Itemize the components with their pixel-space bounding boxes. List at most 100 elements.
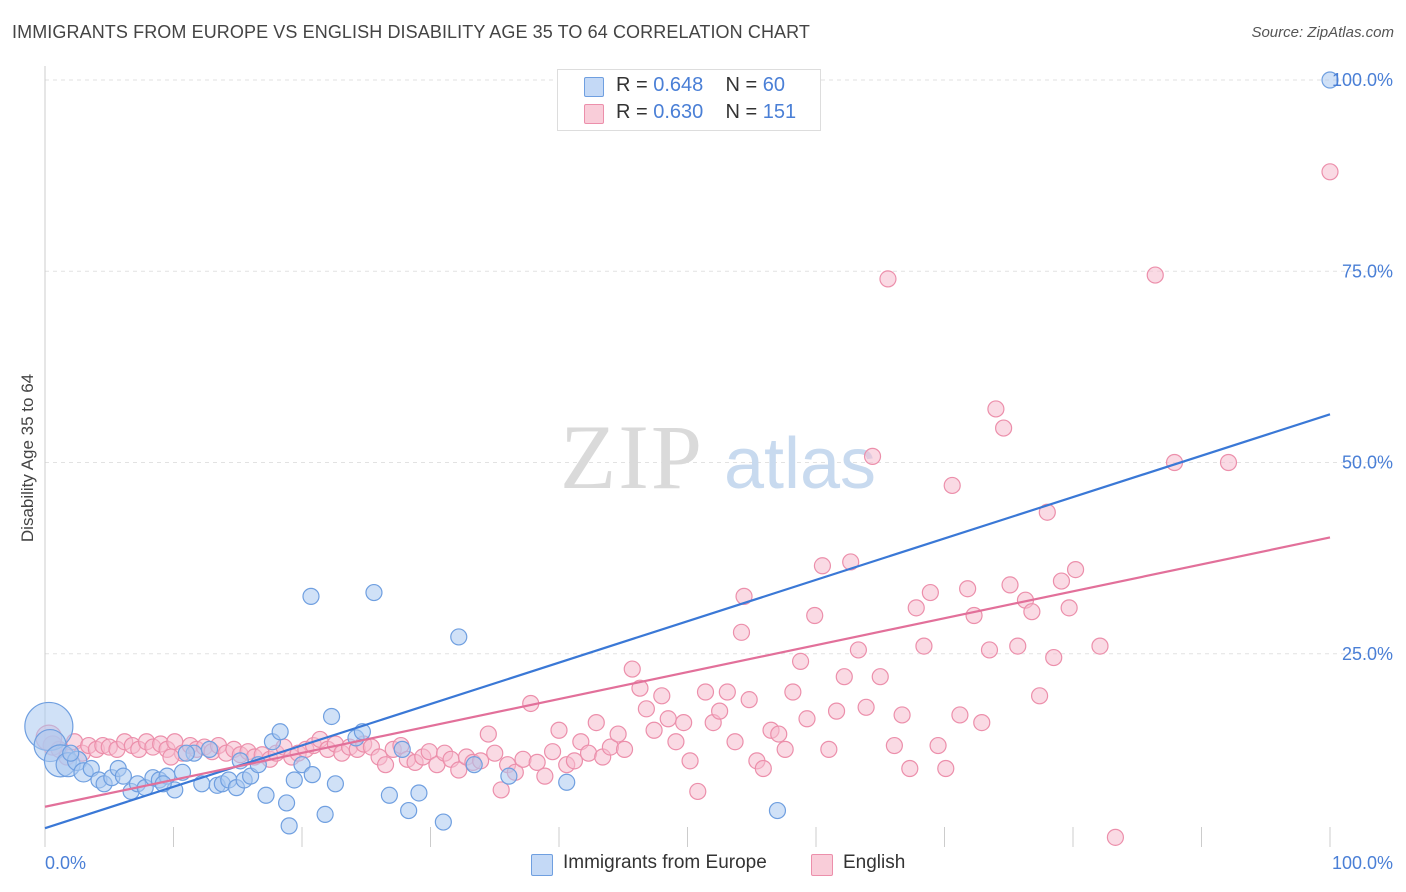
legend-label: Immigrants from Europe — [563, 852, 767, 873]
point-english — [1052, 572, 1071, 590]
point-english — [1009, 637, 1027, 655]
point-english — [609, 725, 627, 743]
watermark-atlas: atlas — [724, 424, 876, 504]
tick-labels: 25.0% 50.0% 75.0% 100.0% 0.0% 100.0% — [45, 70, 1393, 873]
point-immigrants-from-europe — [380, 786, 398, 804]
point-english — [857, 698, 875, 716]
point-english — [921, 583, 939, 602]
legend-r-value: 0.648 — [653, 74, 704, 96]
point-english — [1106, 828, 1125, 846]
point-english — [1066, 560, 1085, 579]
watermark: ZIP atlas — [560, 406, 876, 508]
point-english — [1023, 603, 1041, 621]
point-english — [623, 660, 641, 678]
point-english — [995, 419, 1013, 437]
point-english — [871, 668, 889, 686]
point-immigrants-from-europe — [500, 767, 518, 785]
y-axis-label: Disability Age 35 to 64 — [18, 373, 37, 543]
point-immigrants-from-europe — [326, 775, 345, 793]
point-immigrants-from-europe — [322, 707, 341, 726]
point-english — [550, 721, 568, 739]
point-english — [528, 753, 546, 771]
point-immigrants-from-europe — [465, 756, 483, 774]
point-immigrants-from-europe — [365, 583, 383, 602]
point-immigrants-from-europe — [393, 740, 411, 758]
point-english — [798, 710, 816, 728]
legend-r-label: R = — [616, 101, 654, 123]
axes — [44, 66, 1331, 847]
point-english — [959, 580, 977, 598]
point-english — [842, 553, 860, 571]
point-immigrants-from-europe — [303, 766, 321, 784]
point-english — [653, 687, 671, 705]
chart-title: IMMIGRANTS FROM EUROPE VS ENGLISH DISABI… — [12, 22, 811, 42]
legend-n-value: 151 — [762, 101, 797, 123]
point-english — [1030, 687, 1049, 705]
legend-swatch-pink — [584, 104, 604, 124]
legend-n-label: N = — [725, 101, 763, 123]
point-immigrants-from-europe — [200, 740, 219, 758]
point-english — [929, 736, 947, 755]
y-tick-label: 75.0% — [1342, 261, 1393, 281]
point-english — [1219, 453, 1238, 472]
point-english — [937, 759, 955, 778]
point-immigrants-from-europe — [302, 587, 320, 605]
point-english — [479, 725, 497, 743]
point-english — [689, 782, 707, 801]
legend-r-label: R = — [616, 74, 654, 96]
chart-source: Source: ZipAtlas.com — [1251, 24, 1394, 41]
point-english — [659, 710, 677, 728]
point-english — [1001, 576, 1019, 594]
point-english — [162, 748, 180, 766]
point-english — [784, 683, 802, 701]
point-english — [754, 759, 772, 778]
point-english — [492, 781, 510, 799]
point-immigrants-from-europe — [257, 786, 275, 804]
point-english — [973, 713, 991, 732]
point-english — [579, 744, 598, 762]
point-english — [901, 759, 919, 778]
point-english — [849, 641, 868, 659]
point-english — [943, 476, 961, 495]
point-english — [667, 733, 685, 751]
point-english — [863, 447, 882, 465]
point-immigrants-from-europe — [271, 723, 289, 741]
point-english — [565, 752, 584, 770]
point-english — [1045, 648, 1063, 667]
point-english — [885, 736, 903, 755]
legend-r-value: 0.630 — [653, 101, 704, 123]
watermark-zip: ZIP — [560, 406, 704, 508]
point-english — [543, 743, 562, 761]
point-english — [1060, 599, 1078, 617]
legend-n-label: N = — [725, 74, 763, 96]
trendline-english — [44, 536, 1331, 808]
point-english — [1321, 163, 1339, 181]
point-english — [732, 623, 751, 641]
point-immigrants-from-europe — [316, 805, 334, 824]
point-immigrants-from-europe — [62, 744, 80, 762]
legend-row-text: R = 0.630 N = 151 — [616, 101, 796, 124]
point-immigrants-from-europe — [768, 801, 787, 820]
point-english — [376, 756, 395, 774]
point-english — [718, 683, 736, 701]
legend-label: English — [843, 852, 906, 873]
point-english — [813, 557, 832, 575]
point-immigrants-from-europe — [114, 767, 132, 785]
point-english — [637, 700, 655, 718]
point-english — [740, 691, 758, 709]
point-immigrants-from-europe — [558, 773, 576, 791]
point-english — [951, 706, 969, 724]
point-english — [615, 740, 634, 758]
point-immigrants-from-europe — [450, 628, 468, 646]
point-english — [806, 606, 824, 625]
point-english — [820, 740, 838, 758]
point-english — [1146, 266, 1164, 284]
legend-row-text: R = 0.648 N = 60 — [616, 74, 785, 97]
point-english — [980, 641, 999, 659]
trendline-immigrants-from-europe — [44, 413, 1331, 830]
point-english — [486, 744, 504, 762]
legend-swatch-blue — [531, 854, 553, 876]
point-immigrants-from-europe — [277, 794, 296, 812]
point-english — [879, 270, 897, 288]
point-english — [631, 679, 649, 697]
